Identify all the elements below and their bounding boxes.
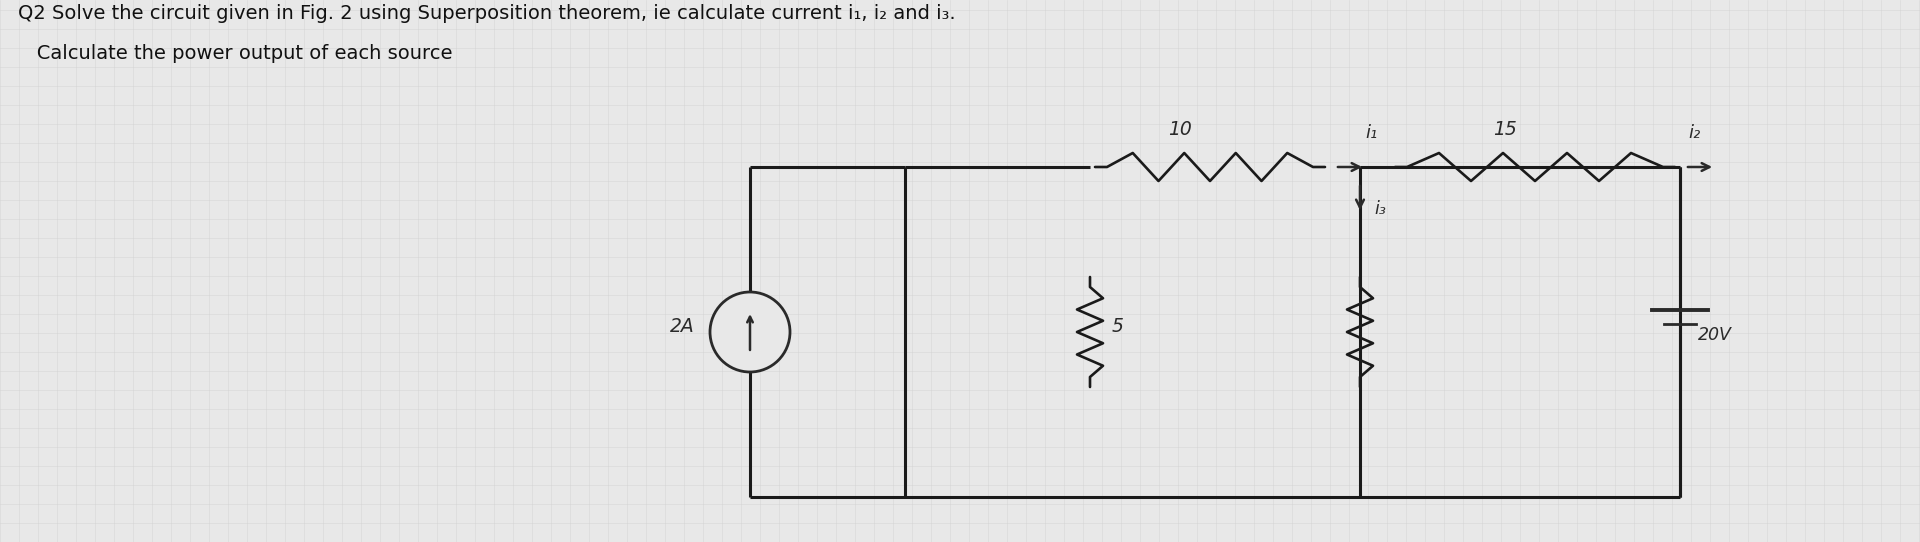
Text: 20V: 20V — [1697, 326, 1732, 344]
Text: 2A: 2A — [670, 318, 695, 337]
Text: i₁: i₁ — [1365, 124, 1377, 142]
Text: i₃: i₃ — [1375, 200, 1386, 218]
Circle shape — [710, 292, 789, 372]
Text: 10: 10 — [1167, 120, 1192, 139]
Text: Calculate the power output of each source: Calculate the power output of each sourc… — [17, 44, 453, 63]
Text: 5: 5 — [1112, 318, 1123, 337]
Text: 15: 15 — [1494, 120, 1517, 139]
Text: i₂: i₂ — [1688, 124, 1701, 142]
Text: Q2 Solve the circuit given in Fig. 2 using Superposition theorem, ie calculate c: Q2 Solve the circuit given in Fig. 2 usi… — [17, 4, 956, 23]
